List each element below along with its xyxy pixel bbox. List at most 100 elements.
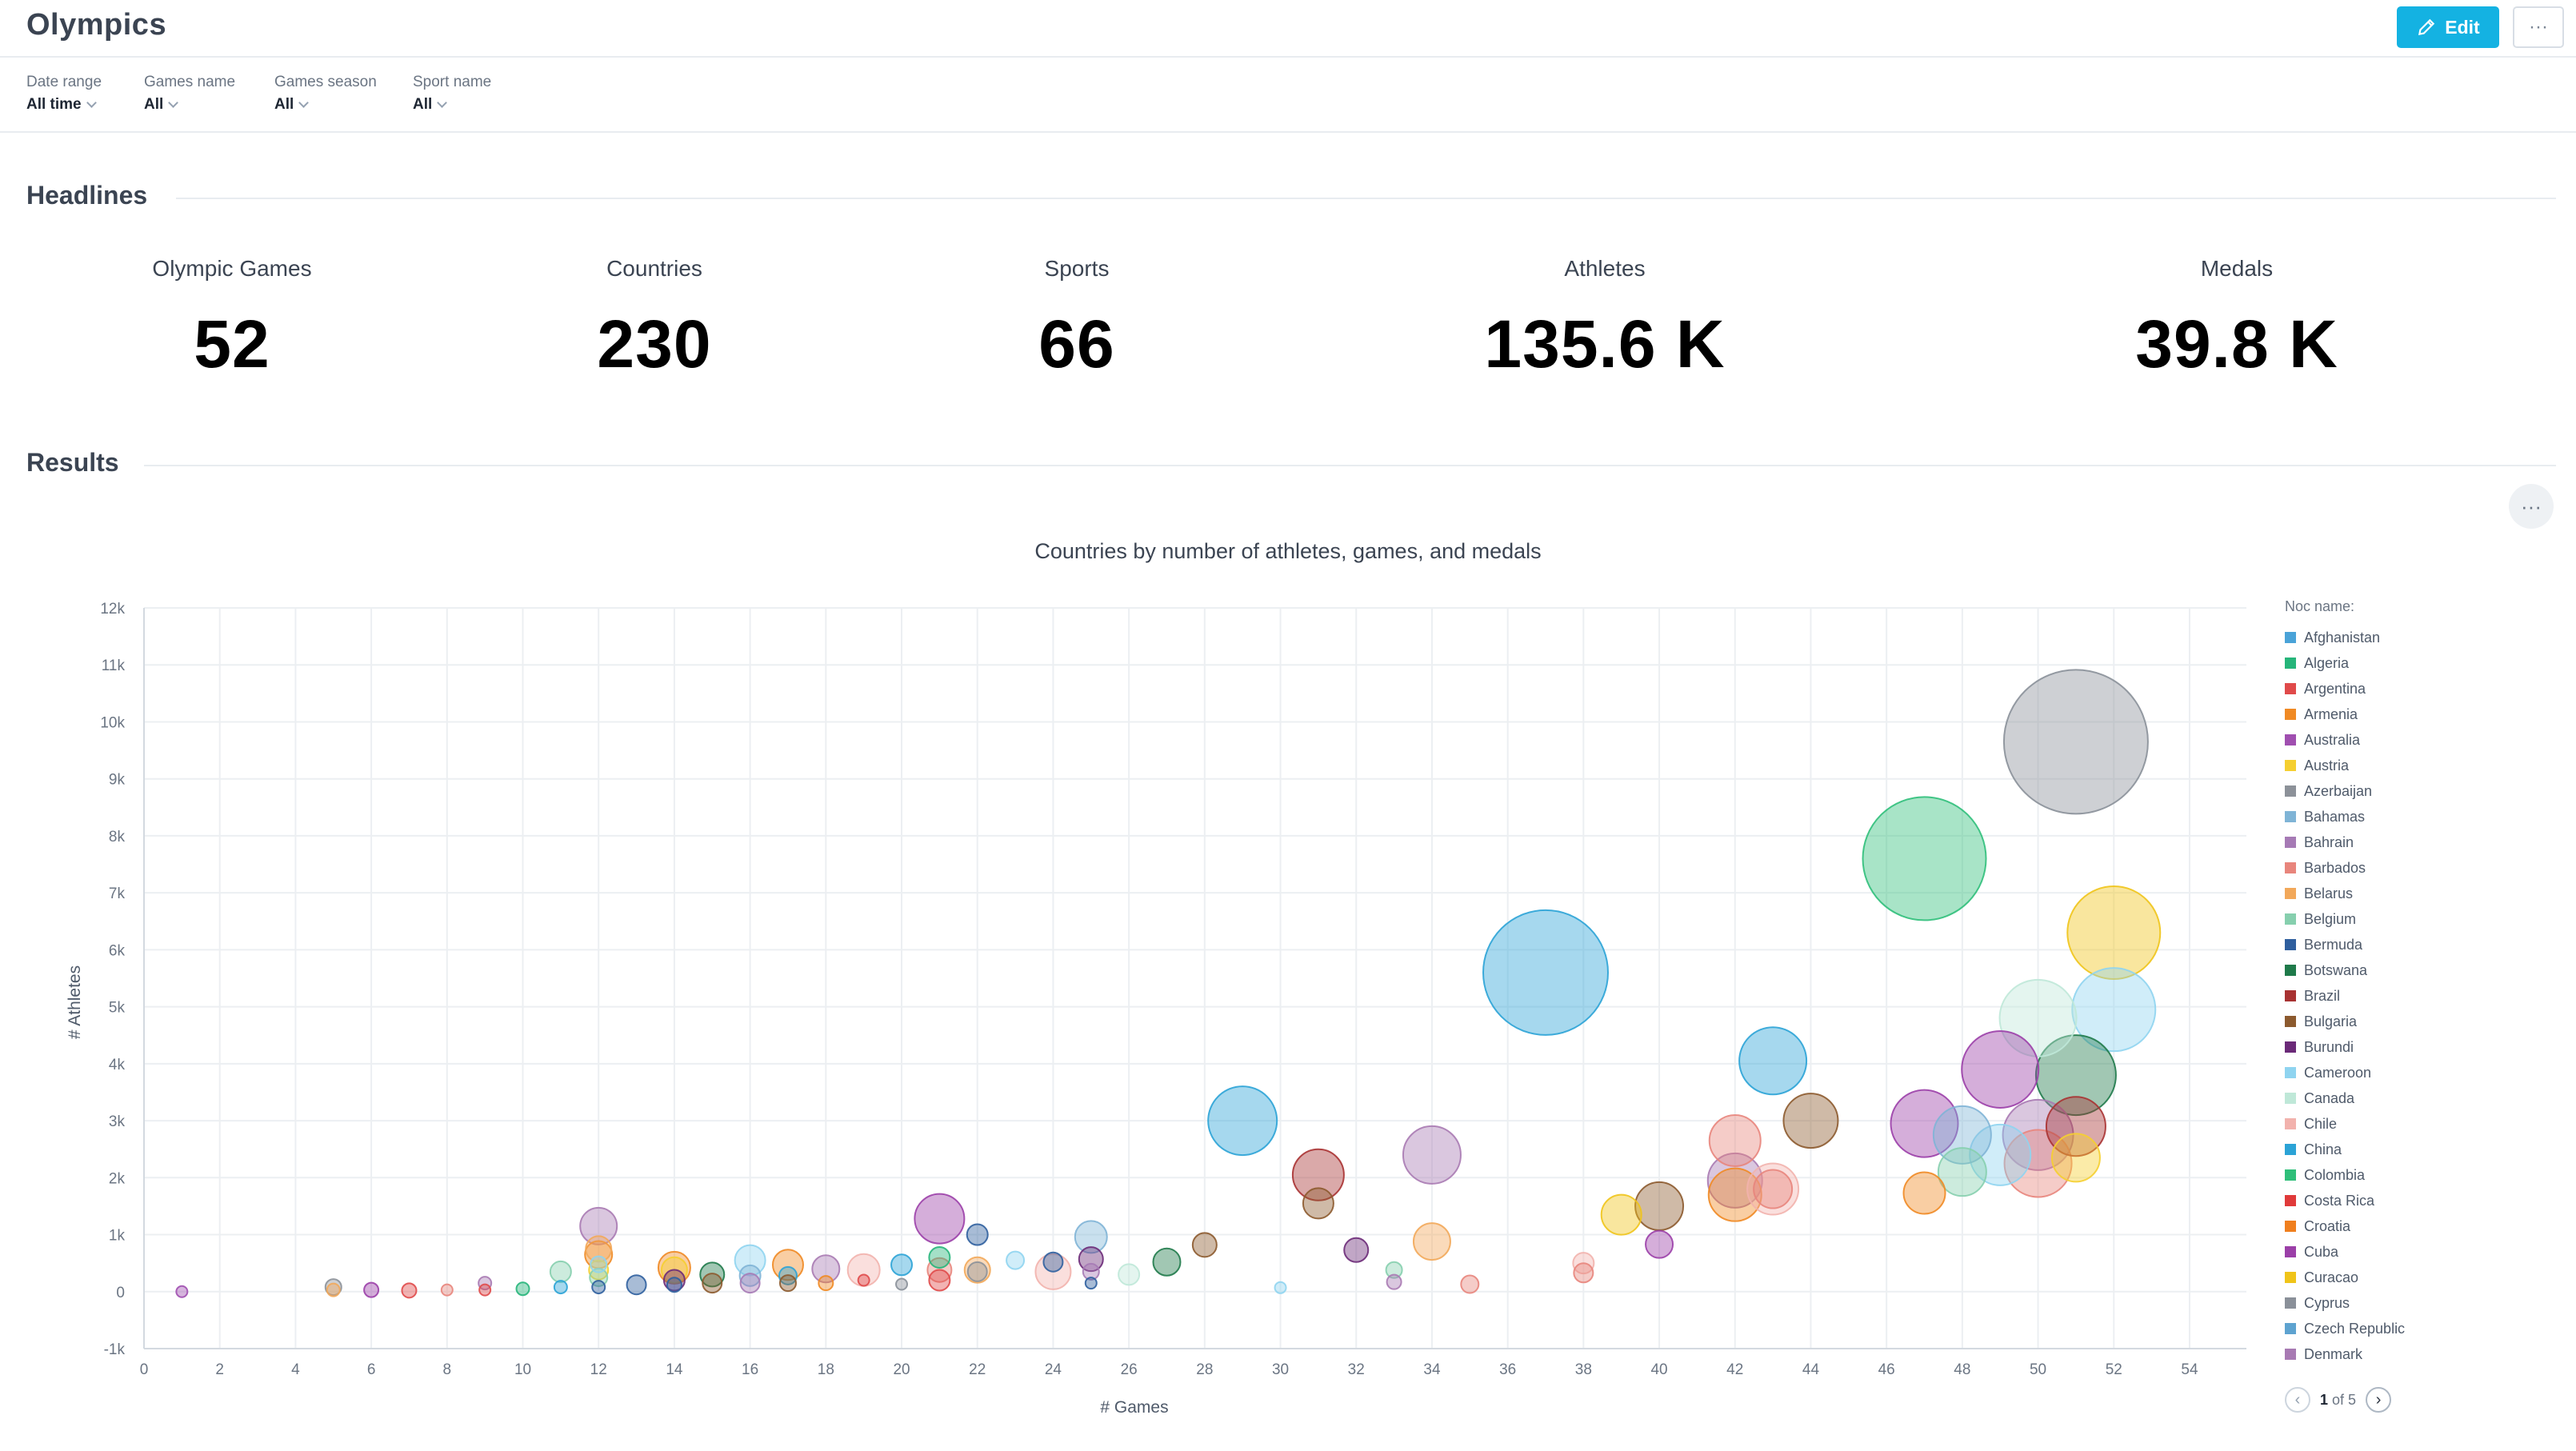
bubble-point — [1961, 1029, 2040, 1109]
legend-swatch — [2285, 1195, 2296, 1206]
bubble-point — [1191, 1232, 1218, 1258]
legend-item[interactable]: Azerbaijan — [2285, 778, 2549, 804]
legend-item[interactable]: Denmark — [2285, 1341, 2549, 1367]
bubble-point — [1074, 1220, 1108, 1254]
legend-item[interactable]: Curacao — [2285, 1265, 2549, 1290]
chevron-left-icon[interactable]: ‹ — [2285, 1387, 2310, 1413]
bubble-point — [1902, 1171, 1946, 1215]
bubble-point — [1937, 1147, 1987, 1197]
legend-item[interactable]: Belarus — [2285, 881, 2549, 906]
bubble-point — [738, 1264, 762, 1287]
legend-item[interactable]: Algeria — [2285, 650, 2549, 676]
legend-page-current: 1 — [2320, 1391, 2329, 1408]
filter-value: All — [274, 96, 294, 113]
legend-item[interactable]: Bahamas — [2285, 804, 2549, 829]
x-tick-label: 32 — [1348, 1361, 1365, 1378]
x-tick-label: 2 — [215, 1361, 224, 1378]
legend-item[interactable]: Czech Republic — [2285, 1316, 2549, 1341]
legend-item[interactable]: Botswana — [2285, 957, 2549, 983]
filter-label: Sport name — [413, 74, 492, 90]
section-divider — [176, 198, 2556, 199]
top-bar: Olympics Edit ··· — [0, 0, 2576, 58]
legend-label: Brazil — [2304, 987, 2341, 1004]
bubble-point — [579, 1206, 618, 1245]
section-title-headlines: Headlines — [26, 181, 148, 210]
y-tick-label: 3k — [109, 1113, 126, 1130]
kpi-value: 39.8 K — [2135, 306, 2338, 382]
x-tick-label: 52 — [2106, 1361, 2122, 1378]
section-divider — [144, 465, 2556, 466]
legend-item[interactable]: Barbados — [2285, 855, 2549, 881]
legend-item[interactable]: Belgium — [2285, 906, 2549, 932]
legend-swatch — [2285, 837, 2296, 848]
x-tick-label: 22 — [969, 1361, 986, 1378]
legend-label: Cyprus — [2304, 1294, 2350, 1311]
legend-label: China — [2304, 1141, 2342, 1157]
legend-item[interactable]: Burundi — [2285, 1034, 2549, 1060]
legend-label: Argentina — [2304, 680, 2366, 697]
legend-item[interactable]: China — [2285, 1137, 2549, 1162]
bubble-point — [1343, 1237, 1370, 1263]
legend-item[interactable]: Bahrain — [2285, 829, 2549, 855]
chart-options-button[interactable]: ··· — [2509, 484, 2554, 529]
bubble-point — [1402, 1125, 1462, 1185]
bubble-point — [2002, 669, 2149, 815]
bubble-point — [778, 1274, 797, 1293]
filter-bar: Date range All time Games name All Games… — [0, 58, 2576, 133]
section-title-results: Results — [26, 448, 119, 477]
legend-item[interactable]: Croatia — [2285, 1213, 2549, 1239]
legend-item[interactable]: Armenia — [2285, 702, 2549, 727]
filter-sport-name[interactable]: Sport name All — [413, 74, 491, 114]
legend-item[interactable]: Cameroon — [2285, 1060, 2549, 1085]
legend-swatch — [2285, 734, 2296, 745]
chevron-right-icon[interactable]: › — [2366, 1387, 2392, 1413]
bubble-point — [1708, 1114, 1762, 1168]
bubble-point — [2066, 885, 2162, 981]
bubble-point — [1862, 796, 1987, 921]
x-axis-title: # Games — [1100, 1398, 1168, 1417]
chart-title: Countries by number of athletes, games, … — [1034, 539, 1542, 563]
bubble-point — [175, 1285, 189, 1298]
legend-label: Austria — [2304, 757, 2350, 773]
legend-item[interactable]: Canada — [2285, 1085, 2549, 1111]
filter-games-name[interactable]: Games name All — [144, 74, 235, 114]
legend-item[interactable]: Colombia — [2285, 1162, 2549, 1188]
bubble-point — [1645, 1229, 1674, 1259]
kpi-label: Medals — [2200, 256, 2274, 281]
edit-button[interactable]: Edit — [2397, 6, 2499, 48]
bubble-point — [1738, 1026, 1808, 1096]
x-tick-label: 42 — [1726, 1361, 1743, 1378]
more-options-button[interactable]: ··· — [2513, 6, 2564, 48]
bubble-point — [1082, 1262, 1100, 1281]
legend-item[interactable]: Cyprus — [2285, 1290, 2549, 1316]
bubble-point — [2034, 1034, 2117, 1117]
legend-item[interactable]: Brazil — [2285, 983, 2549, 1009]
filter-games-season[interactable]: Games season All — [274, 74, 377, 114]
legend-item[interactable]: Bermuda — [2285, 932, 2549, 957]
bubble-point — [666, 1277, 682, 1293]
legend-label: Canada — [2304, 1089, 2355, 1106]
bubble-point — [966, 1261, 988, 1282]
bubble-point — [2002, 1098, 2074, 1171]
bubble-point — [1890, 1089, 1959, 1158]
bubble-point — [1460, 1274, 1480, 1294]
filter-date-range[interactable]: Date range All time — [26, 74, 102, 114]
legend-item[interactable]: Cuba — [2285, 1239, 2549, 1265]
legend-item[interactable]: Chile — [2285, 1111, 2549, 1137]
legend-item[interactable]: Argentina — [2285, 676, 2549, 702]
bubble-point — [818, 1275, 834, 1292]
legend-label: Croatia — [2304, 1217, 2351, 1234]
bubble-point — [702, 1273, 723, 1294]
legend-item[interactable]: Afghanistan — [2285, 625, 2549, 650]
legend-item[interactable]: Australia — [2285, 727, 2549, 753]
bubble-point — [1932, 1105, 1992, 1165]
bubble-point — [1998, 978, 2078, 1057]
legend-item[interactable]: Costa Rica — [2285, 1188, 2549, 1213]
bubble-point — [2045, 1096, 2106, 1157]
legend-item[interactable]: Austria — [2285, 753, 2549, 778]
x-tick-label: 0 — [140, 1361, 149, 1378]
legend-label: Belgium — [2304, 910, 2357, 927]
kpi-sports: Sports 66 — [877, 256, 1277, 383]
kpi-label: Countries — [606, 256, 702, 281]
legend-item[interactable]: Bulgaria — [2285, 1009, 2549, 1034]
